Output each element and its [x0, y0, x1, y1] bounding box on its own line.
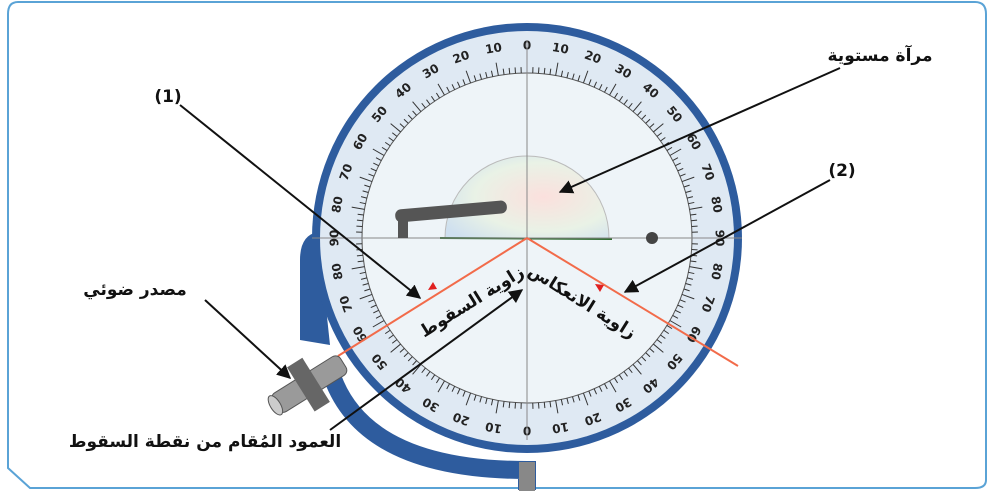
scale-label: 10 [551, 419, 570, 436]
scale-label: 10 [484, 40, 503, 57]
label: مرآة مستوية [828, 44, 933, 66]
tick [544, 402, 545, 408]
label: العمود المُقام من نقطة السقوط [69, 432, 341, 452]
tick [357, 220, 363, 221]
scale-label: 10 [484, 419, 503, 436]
tick [544, 68, 545, 74]
label: (1) [154, 87, 181, 107]
scale-label: 80 [329, 195, 346, 214]
handle-post [398, 210, 408, 238]
knob [646, 232, 658, 244]
scale-label: 10 [551, 40, 570, 57]
label: مصدر ضوئي [83, 280, 186, 300]
scale-label: 80 [329, 262, 346, 281]
tick [357, 255, 363, 256]
tick [691, 220, 697, 221]
tick [509, 402, 510, 408]
post [519, 462, 535, 491]
tick [509, 68, 510, 74]
label: (2) [828, 161, 855, 181]
scale-label: 80 [708, 195, 725, 214]
scale-label: 80 [708, 262, 725, 281]
